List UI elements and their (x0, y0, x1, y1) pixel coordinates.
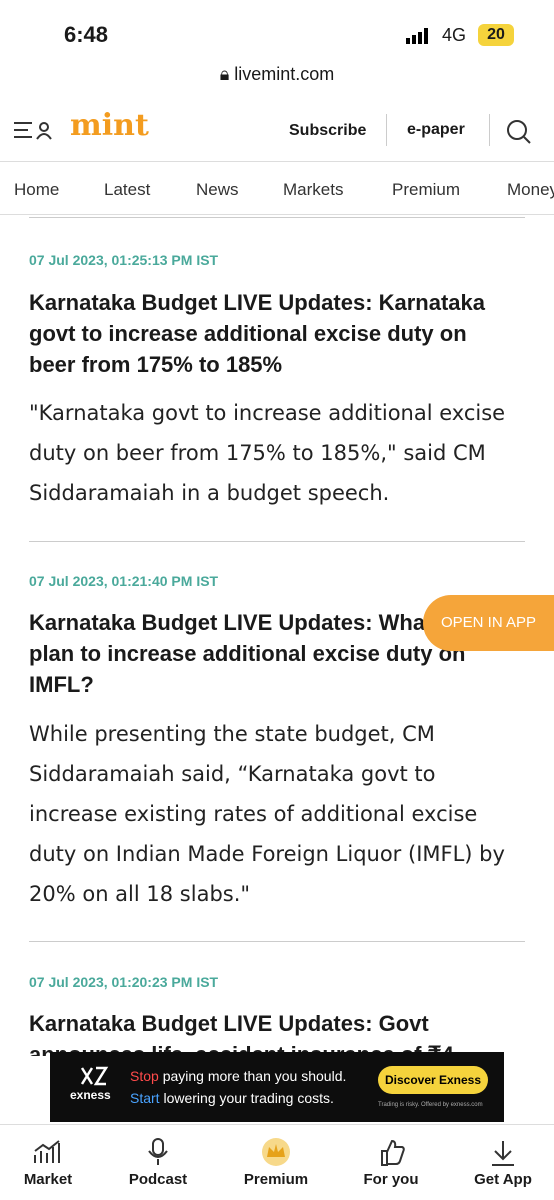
open-in-app-button[interactable]: OPEN IN APP (423, 595, 554, 651)
post-title[interactable]: Karnataka Budget LIVE Updates: Karnataka… (29, 290, 486, 377)
status-bar: 6:48 4G 20 (0, 22, 554, 52)
market-icon (34, 1140, 60, 1163)
battery: 20 (478, 24, 514, 46)
epaper[interactable]: e-paper (407, 121, 465, 138)
nav-item[interactable]: Home (14, 180, 60, 199)
nav-item[interactable]: News (196, 180, 239, 199)
search-icon[interactable] (505, 118, 533, 146)
post-body: While presenting the state budget, CM Si… (29, 722, 505, 906)
separator (29, 541, 525, 542)
get-app-icon (492, 1141, 514, 1166)
bottom-nav-label: Premium (243, 1171, 309, 1188)
bottom-nav: Market Podcast Premium For you Get App (0, 1124, 554, 1200)
nav-bar: Home Latest News Markets Premium Money (0, 163, 554, 215)
ad-text: lowering your trading costs. (159, 1090, 334, 1106)
ad-text: paying more than you should. (158, 1068, 347, 1084)
network: 4G (442, 25, 467, 45)
ad-highlight: Stop (130, 1068, 159, 1084)
post-title[interactable]: Karnataka Budget LIVE Updates: Govt anno… (29, 1011, 454, 1056)
bottom-nav-label: Market (23, 1171, 73, 1188)
logo[interactable]: mint (70, 108, 149, 143)
divider (386, 114, 387, 146)
bottom-nav-label: Get App (474, 1171, 532, 1188)
nav-item[interactable]: Premium (392, 180, 461, 199)
subscribe[interactable]: Subscribe (289, 122, 367, 139)
podcast-icon (148, 1138, 168, 1165)
ad-line: Stop paying more than you should. (130, 1068, 346, 1084)
ad-disclaimer: Trading is risky. Offered by exness.com (378, 1102, 483, 1108)
for-you-icon (381, 1139, 405, 1166)
post-time: 07 Jul 2023, 01:21:40 PM IST (29, 573, 219, 589)
ad-line: Start lowering your trading costs. (130, 1090, 334, 1106)
nav-item[interactable]: Money (507, 180, 554, 199)
post-body: "Karnataka govt to increase additional e… (29, 401, 506, 505)
bottom-nav-label: For you (363, 1171, 419, 1188)
premium-icon (262, 1138, 290, 1166)
ad-highlight: Start (130, 1090, 160, 1106)
signal-icon (406, 28, 428, 44)
separator (29, 217, 525, 218)
nav-item[interactable]: Latest (104, 180, 151, 199)
clock: 6:48 (64, 22, 109, 47)
url: livemint.com (234, 64, 335, 84)
post-title[interactable]: Karnataka Budget LIVE Updates: What govt… (29, 610, 485, 697)
separator (29, 941, 525, 942)
ad-button[interactable]: Discover Exness (378, 1066, 488, 1094)
post-time: 07 Jul 2023, 01:25:13 PM IST (29, 252, 219, 268)
address-bar[interactable]: 🔒︎ livemint.com (219, 64, 335, 84)
divider (489, 114, 490, 146)
nav-item[interactable]: Markets (283, 180, 344, 199)
ad-logo (80, 1066, 109, 1086)
ad-brand: exness (70, 1088, 111, 1102)
bottom-nav-label: Podcast (128, 1171, 188, 1188)
post-time: 07 Jul 2023, 01:20:23 PM IST (29, 974, 219, 990)
ad-banner[interactable]: exness Stop paying more than you should.… (50, 1052, 504, 1122)
menu-icon[interactable] (14, 120, 54, 142)
site-header: mint Subscribe e-paper (0, 100, 554, 162)
